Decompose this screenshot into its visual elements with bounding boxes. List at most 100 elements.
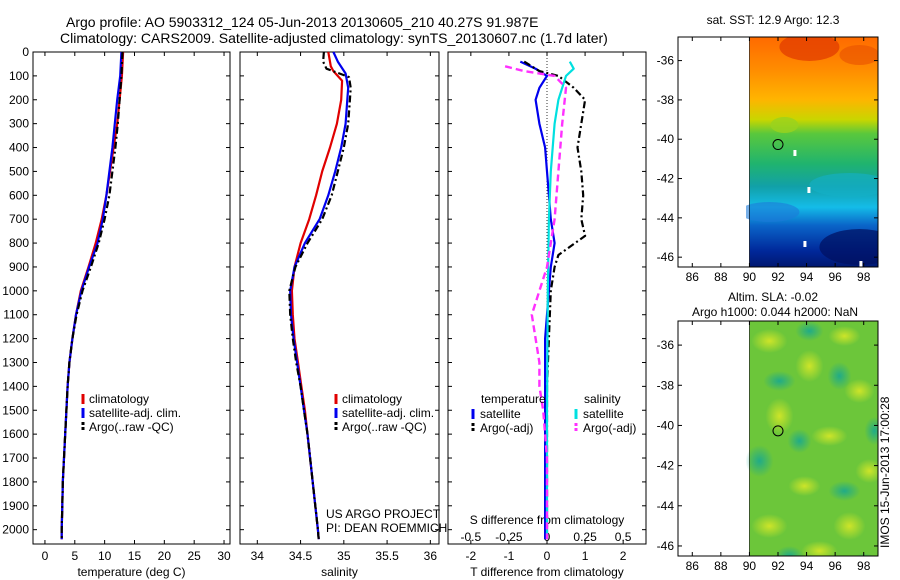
y-tick-label: 1500 [2,403,29,417]
y-tick-label: -42 [657,459,675,473]
legend-label: satellite-adj. clim. [342,406,434,420]
sla-high-blob [765,398,794,434]
x-tick-label: 2 [620,549,627,563]
sst-field [749,37,878,267]
sla-high-blob [751,514,788,538]
s-tick-label: -0.25 [495,530,523,544]
series-temperature-satellite [519,60,556,540]
y-tick-label: -44 [657,211,675,225]
y-tick-label: 900 [9,260,29,274]
sla-high-blob [811,426,848,446]
missing-data-pixel [807,187,811,193]
s-tick-label: -0.5 [461,530,482,544]
warm-core [839,45,878,65]
legend-label: climatology [89,392,149,406]
x-tick-label: 5 [71,549,78,563]
y-tick-label: -44 [657,499,675,513]
map-title: Altim. SLA: -0.02 [728,290,818,304]
x-axis-label: temperature (deg C) [77,565,185,579]
y-tick-label: 300 [9,117,29,131]
sst-texture [746,37,878,267]
sla-low-blob [795,321,824,341]
legend-label: Argo(..raw -QC) [342,420,427,434]
front-patch [770,117,799,133]
imos-timestamp: IMOS 15-Jun-2013 17:00:28 [878,396,892,548]
s-tick-label: 0.5 [615,530,632,544]
s-tick-label: 0.25 [573,530,597,544]
sla-low-blob [827,362,852,390]
panel-salinity: 34 34.5 35 35.5 36 salinity climatologysatelli… [239,51,440,579]
argo-float-marker [772,139,784,151]
x-tick-label: 35 [337,549,351,563]
plot-frame [239,51,440,545]
y-tick-label: -40 [657,132,675,146]
x-tick-label: 86 [686,559,700,573]
sla-high-blob [801,541,838,556]
x-tick-label: 98 [857,559,871,573]
x-tick-label: 96 [828,559,842,573]
x-tick-label: 88 [714,559,728,573]
x-tick-label: 10 [98,549,112,563]
title-line-1: Argo profile: AO 5903312_124 05-Jun-2013… [66,14,539,30]
legend-label: Argo(-adj) [480,421,533,435]
y-tick-label: 400 [9,141,29,155]
y-tick-label: 100 [9,69,29,83]
y-tick-label: 1300 [2,355,29,369]
y-tick-label: 1000 [2,284,29,298]
sla-low-blob [746,445,774,477]
argo-float-marker [772,425,784,437]
sla-low-blob [864,417,878,445]
legend-label: climatology [342,392,402,406]
map-sst-map: 86 88 90 92 94 96 98 -36 -38 -40 -42 -44 -46 sat. SST… [657,13,879,284]
sla-high-blob [833,512,866,540]
x-tick-label: 92 [771,559,785,573]
panel-temperature: 0 5 10 15 20 25 30 temperature (deg C) 0 100 200 30… [2,45,231,579]
y-tick-label: 1900 [2,499,29,513]
x-tick-label: 36 [424,549,438,563]
cold-core [819,229,878,265]
y-tick-label: -36 [657,54,675,68]
x-tick-label: -2 [466,549,477,563]
series-argo-raw-qc- [288,51,352,540]
sla-high-blob [855,459,878,483]
y-tick-label: 600 [9,188,29,202]
x-tick-label: 96 [828,270,842,284]
y-tick-label: 1800 [2,475,29,489]
x-tick-label: 0 [544,549,551,563]
y-tick-label: -36 [657,338,675,352]
panel-difference: -2 -1 0 1 2 T difference from climatology -0.5… [447,51,647,579]
y-tick-label: -38 [657,378,675,392]
missing-data-pixel [793,150,797,156]
x-tick-label: 92 [771,270,785,284]
x-tick-label: 25 [188,549,202,563]
x-tick-label: 98 [857,270,871,284]
y-tick-label: -46 [657,539,675,553]
x-tick-label: 94 [800,270,814,284]
sla-low-blob [855,553,874,556]
x-tick-label: 0 [42,549,49,563]
credit-line-1: US ARGO PROJECT [326,507,441,521]
x-tick-label: -1 [504,549,515,563]
y-tick-label: 1200 [2,332,29,346]
x-tick-label: 34.5 [289,549,313,563]
x-tick-label: 34 [251,549,265,563]
sla-low-blob [828,481,861,501]
legend-heading-salinity: salinity [584,392,621,406]
x-tick-label: 88 [714,270,728,284]
legend-label: satellite [480,407,521,421]
sla-high-blob [844,379,875,403]
x-tick-label: 1 [582,549,589,563]
missing-data-pixel [803,241,807,247]
y-tick-label: 2000 [2,523,29,537]
title-line-2: Climatology: CARS2009. Satellite-adjuste… [60,30,608,46]
series-argo-raw-qc- [60,51,124,540]
map-title: sat. SST: 12.9 Argo: 12.3 [707,13,840,27]
x-tick-label: 30 [217,549,231,563]
cool-patch [746,202,800,222]
sla-texture [746,321,878,556]
missing-data-pixel [859,261,863,267]
y-tick-label: -40 [657,418,675,432]
y-tick-label: 0 [22,45,29,59]
